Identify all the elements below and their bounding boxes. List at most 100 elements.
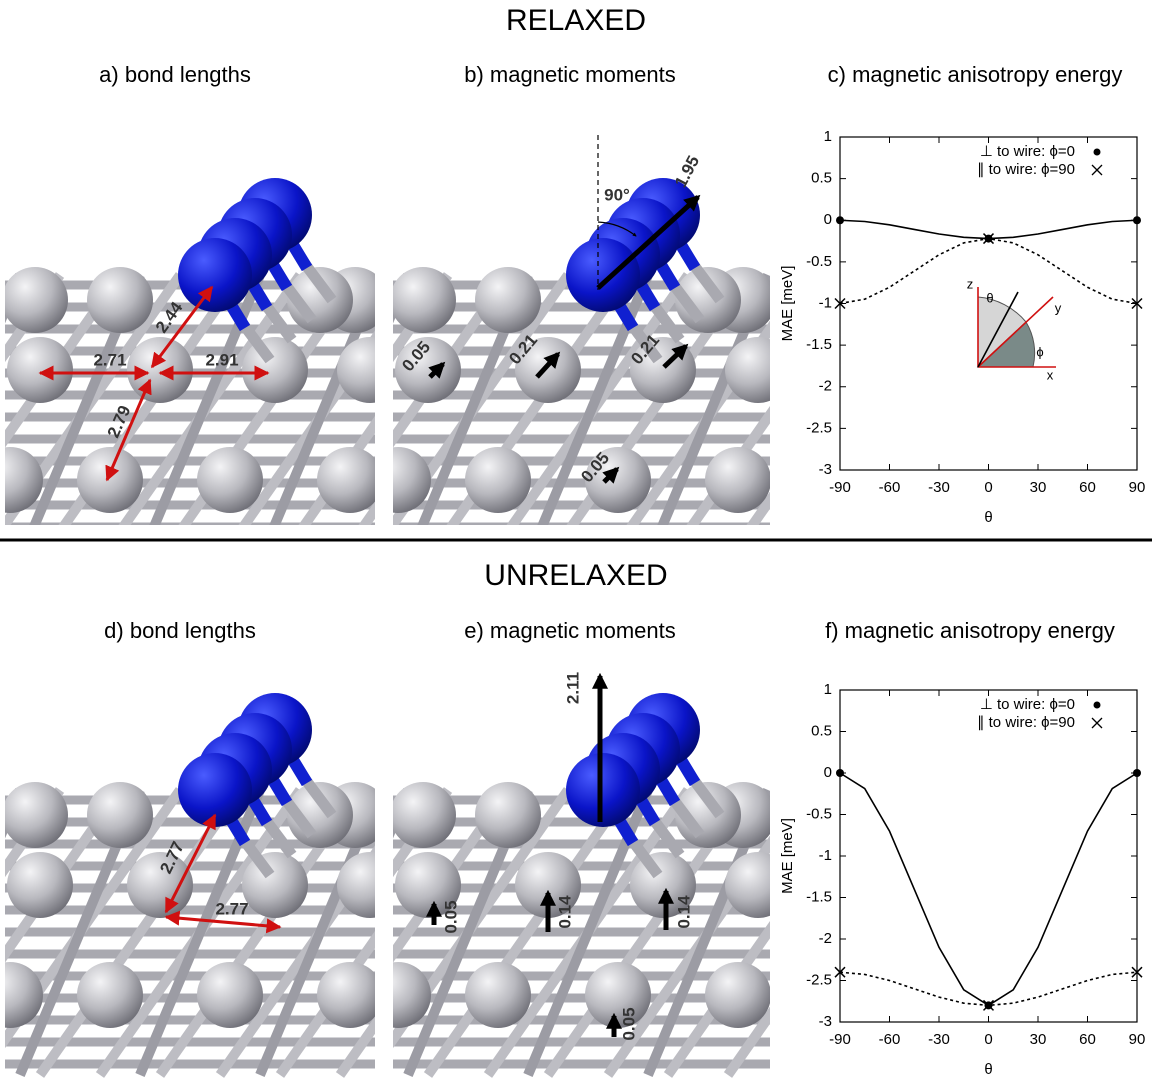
atom (390, 267, 456, 333)
inset-label: θ (986, 290, 993, 305)
moment-label: 0.05 (441, 900, 460, 933)
legend-marker (1094, 149, 1101, 156)
marker (1133, 769, 1141, 777)
atom (197, 447, 263, 513)
atom (7, 337, 73, 403)
panel-title: b) magnetic moments (464, 62, 676, 87)
y-tick-label: -1.5 (806, 888, 832, 905)
y-tick-label: 1 (824, 681, 832, 698)
marker (836, 216, 844, 224)
moment-label: 0.14 (674, 895, 693, 929)
inset-label: ϕ (1036, 344, 1043, 359)
inset-label: y (1055, 300, 1062, 315)
panel-title: e) magnetic moments (464, 618, 676, 643)
atom (585, 962, 651, 1028)
atom (475, 782, 541, 848)
atom (465, 962, 531, 1028)
rod (788, 275, 988, 560)
atom (475, 267, 541, 333)
atom (77, 447, 143, 513)
panel-title: c) magnetic anisotropy energy (828, 62, 1123, 87)
y-tick-label: 1 (824, 128, 832, 145)
marker (1133, 216, 1141, 224)
atom (705, 447, 771, 513)
x-tick-label: 0 (984, 1031, 992, 1048)
atom (725, 337, 791, 403)
y-tick-label: -1.5 (806, 336, 832, 353)
atom (77, 962, 143, 1028)
x-tick-label: -60 (879, 479, 901, 496)
moment-label: 0.05 (619, 1007, 638, 1040)
y-tick-label: -0.5 (806, 805, 832, 822)
bond-length: 2.77 (215, 899, 248, 918)
atom (317, 962, 383, 1028)
line (840, 972, 1137, 1005)
section-heading: UNRELAXED (484, 559, 667, 592)
atom (197, 962, 263, 1028)
atom (87, 782, 153, 848)
chart: 10.50-0.5-1-1.5-2-2.5-3-90-60-300306090θ… (779, 681, 1145, 1078)
atom (242, 852, 308, 918)
y-tick-label: -2 (819, 378, 832, 395)
y-tick-label: 0.5 (811, 722, 832, 739)
x-tick-label: 60 (1079, 1031, 1096, 1048)
bond-length: 2.71 (93, 350, 126, 369)
atom-blue (566, 753, 640, 827)
y-tick-label: 0.5 (811, 170, 832, 187)
atom (2, 782, 68, 848)
atom-blue (178, 238, 252, 312)
y-tick-label: -2.5 (806, 971, 832, 988)
y-tick-label: 0 (824, 764, 832, 781)
x-axis-label: θ (984, 1061, 992, 1078)
y-tick-label: -0.5 (806, 253, 832, 270)
atom-blue (566, 238, 640, 312)
bond-length: 2.91 (205, 350, 238, 369)
moment-label: 0.14 (555, 895, 574, 929)
panel-title: d) bond lengths (104, 618, 256, 643)
angle-label: 90° (604, 185, 630, 204)
y-axis-label: MAE [meV] (779, 818, 796, 894)
x-tick-label: -30 (928, 1031, 950, 1048)
x-tick-label: 90 (1129, 1031, 1146, 1048)
atom (465, 447, 531, 513)
atom (7, 852, 73, 918)
x-tick-label: 60 (1079, 479, 1096, 496)
x-tick-label: 0 (984, 479, 992, 496)
y-tick-label: -3 (819, 461, 832, 478)
figure: RELAXED a) bond lengths b) magnetic mome… (0, 0, 1152, 1079)
y-axis-label: MAE [meV] (779, 266, 796, 342)
legend-label: ⊥ to wire: ϕ=0 (980, 696, 1075, 713)
y-tick-label: 0 (824, 211, 832, 228)
x-tick-label: 30 (1030, 1031, 1047, 1048)
charts: 10.50-0.5-1-1.5-2-2.5-3-90-60-300306090θ… (779, 128, 1145, 1078)
y-tick-label: -2 (819, 930, 832, 947)
atom (127, 337, 193, 403)
panel-title: f) magnetic anisotropy energy (825, 618, 1115, 643)
legend-label: ∥ to wire: ϕ=90 (977, 161, 1075, 178)
x-tick-label: 30 (1030, 479, 1047, 496)
legend-label: ∥ to wire: ϕ=90 (977, 714, 1075, 731)
panel-title: a) bond lengths (99, 62, 251, 87)
legend-marker (1092, 165, 1102, 175)
line (840, 773, 1137, 1005)
y-tick-label: -1 (819, 847, 832, 864)
inset: zθ y ϕx (967, 276, 1062, 382)
legend-label: ⊥ to wire: ϕ=0 (980, 143, 1075, 160)
legend-marker (1092, 718, 1102, 728)
x-tick-label: -90 (829, 1031, 851, 1048)
plot-frame (840, 690, 1137, 1022)
y-tick-label: -2.5 (806, 419, 832, 436)
marker (836, 769, 844, 777)
x-tick-label: -90 (829, 479, 851, 496)
atom (317, 447, 383, 513)
inset-label: x (1047, 367, 1054, 382)
x-tick-label: -30 (928, 479, 950, 496)
section-heading: RELAXED (506, 4, 646, 37)
atom (242, 337, 308, 403)
atom (390, 782, 456, 848)
moment-label: 2.11 (563, 672, 582, 704)
legend-marker (1094, 702, 1101, 709)
inset-label: z (967, 276, 974, 291)
y-tick-label: -3 (819, 1013, 832, 1030)
